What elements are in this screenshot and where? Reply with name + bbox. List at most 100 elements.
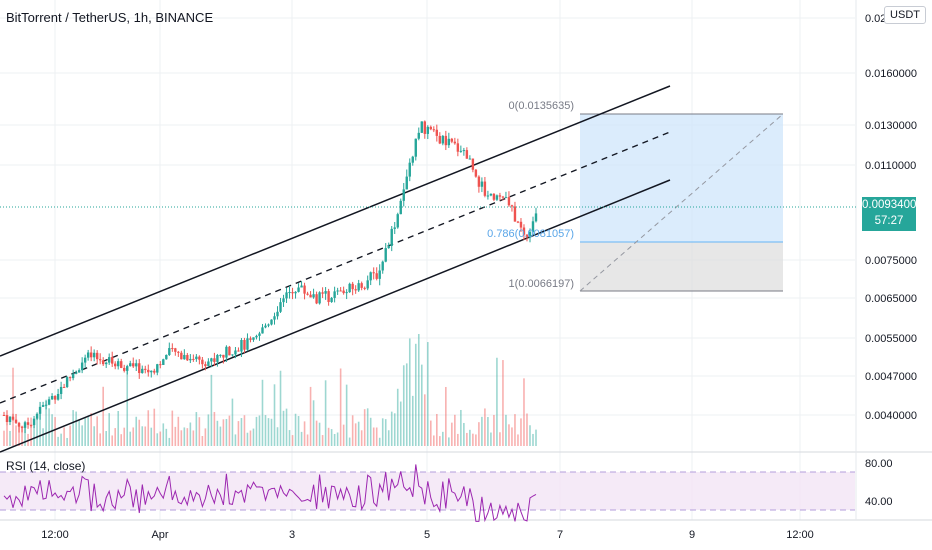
volume-bar [321, 435, 324, 446]
volume-bar [63, 427, 65, 446]
volume-bar [496, 357, 498, 446]
volume-bar [258, 415, 261, 446]
volume-bar [15, 425, 17, 446]
y-tick-3: 0.0110000 [865, 160, 916, 172]
volume-bar [481, 416, 483, 446]
volume-bar [345, 384, 348, 446]
volume-bar [330, 429, 333, 446]
currency-badge[interactable]: USDT [884, 6, 926, 24]
volume-bar [357, 421, 360, 446]
price-axis[interactable]: 0.0200000 0.0160000 0.0130000 0.0110000 … [865, 13, 917, 508]
volume-bar [168, 437, 171, 446]
volume-bar [309, 386, 312, 446]
candle-body [420, 121, 423, 133]
candle-body [50, 396, 54, 400]
volume-bar [33, 424, 35, 446]
candle-body [56, 393, 60, 400]
volume-bar [114, 428, 117, 446]
candle-body [369, 272, 372, 281]
volume-bar [460, 409, 462, 446]
candle-body [228, 346, 231, 356]
candle-body [120, 361, 123, 368]
candle-body [101, 360, 105, 365]
fib-zone-lower [580, 242, 783, 291]
x-tick-4: 7 [557, 529, 563, 541]
volume-bar [57, 436, 59, 446]
candle-body [153, 370, 156, 373]
candle-body [507, 197, 511, 206]
x-tick-0: 12:00 [41, 529, 69, 541]
candle-body [285, 292, 288, 299]
candle-body [438, 135, 442, 144]
candle-body [192, 358, 195, 360]
volume-bar [30, 417, 32, 446]
candle-body [474, 169, 478, 177]
volume-bar [502, 360, 504, 446]
volume-bar [285, 408, 288, 446]
volume-bar [466, 432, 468, 446]
channel-upper-line[interactable] [0, 85, 671, 357]
volume-bar [45, 399, 47, 446]
volume-bar [324, 380, 327, 446]
volume-bar [405, 363, 408, 446]
candle-body [426, 126, 429, 134]
candle-body [396, 214, 399, 228]
x-tick-5: 9 [689, 529, 695, 541]
candle-body [261, 327, 264, 334]
volume-bar [273, 384, 276, 446]
time-axis[interactable]: 12:00 Apr 3 5 7 9 12:00 [41, 529, 814, 541]
volume-bar [147, 410, 150, 446]
volume-bar [463, 422, 465, 446]
candle-body [489, 193, 493, 196]
candle-body [468, 158, 472, 160]
candle-body [390, 228, 393, 246]
candle-body [132, 363, 135, 367]
volume-bar [499, 432, 501, 446]
volume-bar [192, 430, 195, 446]
volume-bar [336, 432, 339, 446]
volume-bar [423, 394, 426, 446]
volume-bar [189, 422, 192, 446]
candle-body [252, 337, 255, 340]
volume-bar [69, 425, 71, 446]
volume-bar [393, 413, 396, 446]
candle-body [333, 291, 336, 298]
y-tick-7: 0.0047000 [865, 371, 917, 383]
volume-bar [198, 417, 201, 446]
volume-bar [93, 426, 95, 446]
candle-body [8, 416, 12, 423]
candle-body [492, 193, 496, 200]
volume-bar [279, 370, 282, 446]
volume-bar [451, 422, 453, 446]
volume-bar [490, 432, 492, 446]
candle-body [480, 181, 484, 187]
volume-bar [399, 401, 402, 446]
volume-bar [442, 431, 444, 446]
candle-body [348, 283, 351, 293]
fib-label-0786: 0.786(0.0081057) [487, 228, 574, 240]
candle-body [405, 176, 408, 190]
candle-body [129, 363, 132, 367]
volume-bar [484, 408, 486, 446]
candle-body [447, 138, 451, 146]
candle-body [41, 405, 45, 407]
volume-bar [454, 414, 456, 446]
candle-body [225, 346, 228, 358]
candle-body [159, 364, 162, 366]
candle-body [471, 158, 475, 170]
candle-body [291, 292, 294, 294]
candle-body [234, 350, 237, 355]
candle-body [204, 364, 207, 367]
channel-lower-line[interactable] [0, 179, 671, 453]
candle-body [378, 270, 381, 279]
volume-bar [529, 425, 531, 446]
candle-body [35, 413, 39, 419]
candle-body [441, 135, 445, 144]
candle-body [171, 348, 174, 350]
candle-body [29, 424, 33, 426]
candle-body [354, 289, 357, 291]
candle-body [2, 415, 6, 416]
volume-bar [3, 430, 5, 446]
candle-body [74, 372, 78, 374]
